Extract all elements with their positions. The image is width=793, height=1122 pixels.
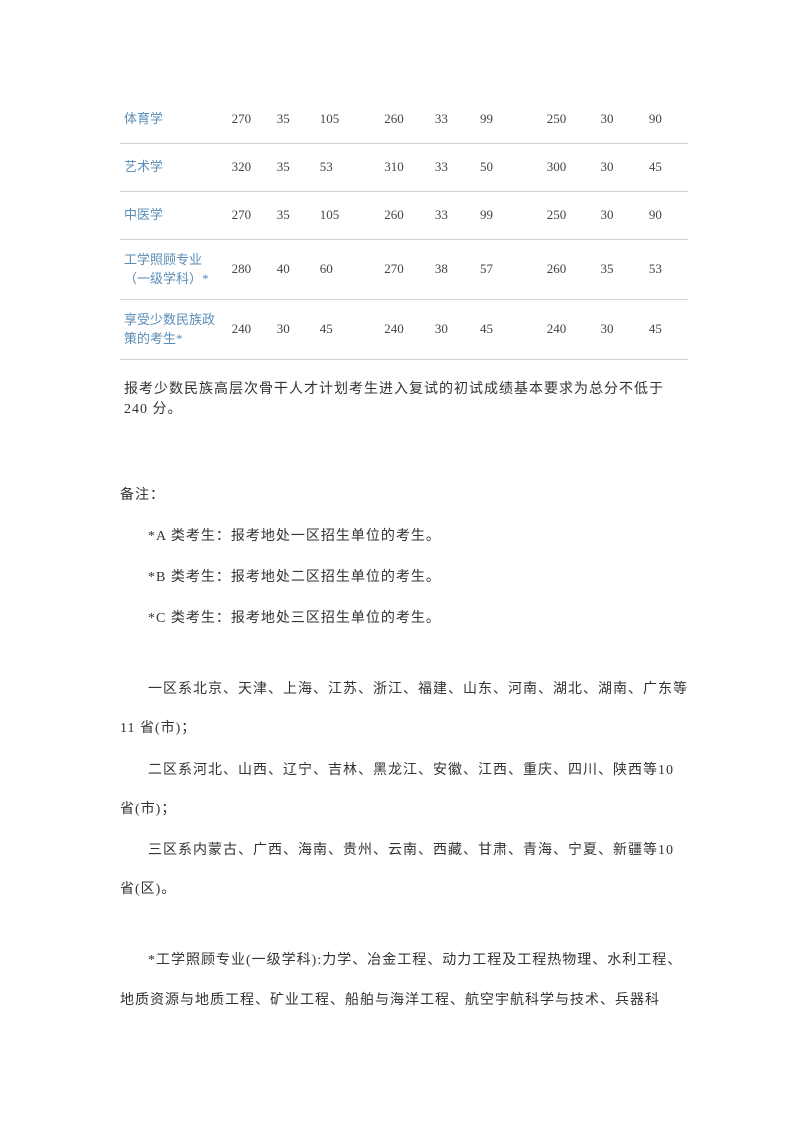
row-cell: 30 [273, 299, 316, 359]
row-cell: 33 [431, 95, 476, 143]
row-cell: 300 [543, 143, 597, 191]
row-cell: 105 [316, 191, 381, 239]
row-cell: 90 [645, 95, 688, 143]
row-cell: 45 [476, 299, 543, 359]
row-cell: 57 [476, 239, 543, 299]
table-row: 体育学2703510526033992503090 [120, 95, 688, 143]
row-label: 体育学 [120, 95, 228, 143]
note-c: *C 类考生：报考地处三区招生单位的考生。 [120, 599, 688, 638]
table-row: 中医学2703510526033992503090 [120, 191, 688, 239]
row-cell: 40 [273, 239, 316, 299]
row-cell: 270 [228, 95, 273, 143]
row-cell: 240 [543, 299, 597, 359]
row-cell: 38 [431, 239, 476, 299]
row-cell: 30 [596, 143, 644, 191]
row-cell: 30 [596, 191, 644, 239]
row-cell: 240 [380, 299, 431, 359]
row-cell: 99 [476, 191, 543, 239]
row-cell: 250 [543, 191, 597, 239]
row-label: 享受少数民族政策的考生* [120, 299, 228, 359]
row-label: 中医学 [120, 191, 228, 239]
row-cell: 35 [273, 95, 316, 143]
table-row: 艺术学320355331033503003045 [120, 143, 688, 191]
notes-section: 备注： *A 类考生：报考地处一区招生单位的考生。 *B 类考生：报考地处二区招… [120, 476, 688, 1020]
row-label: 艺术学 [120, 143, 228, 191]
row-cell: 33 [431, 143, 476, 191]
row-cell: 270 [380, 239, 431, 299]
table-row: 享受少数民族政策的考生*240304524030452403045 [120, 299, 688, 359]
row-cell: 310 [380, 143, 431, 191]
row-cell: 280 [228, 239, 273, 299]
row-cell: 320 [228, 143, 273, 191]
row-cell: 99 [476, 95, 543, 143]
row-cell: 35 [273, 191, 316, 239]
row-cell: 260 [380, 95, 431, 143]
region-1: 一区系北京、天津、上海、江苏、浙江、福建、山东、河南、湖北、湖南、广东等 11 … [120, 670, 688, 748]
row-cell: 45 [645, 299, 688, 359]
row-cell: 250 [543, 95, 597, 143]
region-3: 三区系内蒙古、广西、海南、贵州、云南、西藏、甘肃、青海、宁夏、新疆等10 省(区… [120, 831, 688, 909]
note-a: *A 类考生：报考地处一区招生单位的考生。 [120, 517, 688, 556]
region-2: 二区系河北、山西、辽宁、吉林、黑龙江、安徽、江西、重庆、四川、陕西等10 省(市… [120, 751, 688, 829]
table-row: 工学照顾专业（一级学科）*280406027038572603553 [120, 239, 688, 299]
row-cell: 45 [645, 143, 688, 191]
eng-note: *工学照顾专业(一级学科):力学、冶金工程、动力工程及工程热物理、水利工程、地质… [120, 941, 688, 1019]
row-cell: 90 [645, 191, 688, 239]
row-cell: 35 [273, 143, 316, 191]
row-cell: 30 [431, 299, 476, 359]
row-cell: 30 [596, 95, 644, 143]
row-cell: 50 [476, 143, 543, 191]
row-cell: 60 [316, 239, 381, 299]
row-cell: 105 [316, 95, 381, 143]
row-label: 工学照顾专业（一级学科）* [120, 239, 228, 299]
row-cell: 53 [316, 143, 381, 191]
table-footnote: 报考少数民族高层次骨干人才计划考生进入复试的初试成绩基本要求为总分不低于 240… [120, 359, 688, 428]
row-cell: 30 [596, 299, 644, 359]
row-cell: 260 [380, 191, 431, 239]
row-cell: 33 [431, 191, 476, 239]
note-b: *B 类考生：报考地处二区招生单位的考生。 [120, 558, 688, 597]
row-cell: 240 [228, 299, 273, 359]
row-cell: 45 [316, 299, 381, 359]
notes-heading: 备注： [120, 476, 688, 515]
row-cell: 270 [228, 191, 273, 239]
row-cell: 260 [543, 239, 597, 299]
score-table: 体育学2703510526033992503090艺术学320355331033… [120, 95, 688, 428]
row-cell: 35 [596, 239, 644, 299]
table-footnote-row: 报考少数民族高层次骨干人才计划考生进入复试的初试成绩基本要求为总分不低于 240… [120, 359, 688, 428]
row-cell: 53 [645, 239, 688, 299]
